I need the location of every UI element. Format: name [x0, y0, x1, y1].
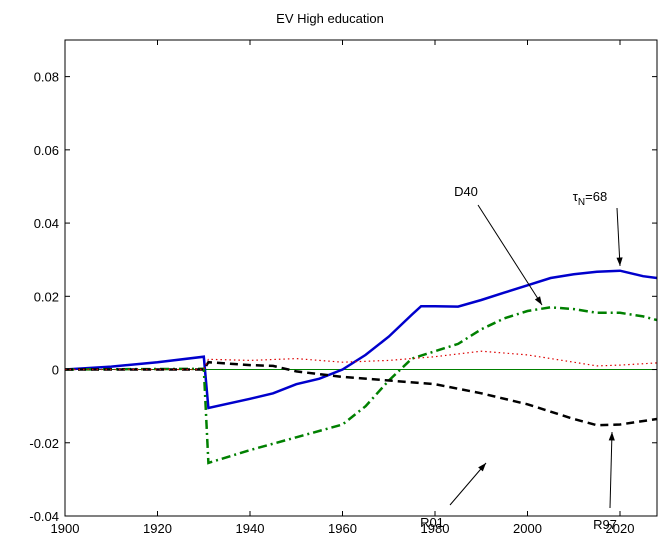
x-tick-label: 1960 [328, 521, 357, 536]
arrow-head [534, 296, 542, 305]
chart-title: EV High education [276, 11, 384, 26]
x-tick-label: 1900 [51, 521, 80, 536]
y-tick-label: 0 [52, 363, 59, 378]
series-line [65, 269, 657, 410]
y-tick-label: 0.08 [34, 70, 59, 85]
series-line [65, 350, 657, 371]
y-tick-label: -0.04 [29, 509, 59, 524]
y-tick-label: 0.06 [34, 143, 59, 158]
arrow-head [478, 463, 486, 472]
y-tick-label: 0.04 [34, 216, 59, 231]
annotation-text: D40 [454, 184, 478, 199]
y-tick-label: 0.02 [34, 289, 59, 304]
x-tick-label: 1940 [236, 521, 265, 536]
annotation-arrow [609, 431, 613, 509]
annotation: D40 [454, 184, 478, 199]
annotation-text: R97 [593, 517, 617, 532]
x-tick-label: 2020 [606, 521, 635, 536]
annotation: R01 [420, 515, 444, 530]
y-tick-label: -0.02 [29, 436, 59, 451]
series-line [65, 306, 657, 465]
x-tick-label: 1980 [421, 521, 450, 536]
annotation: τN=68 [573, 189, 607, 208]
annotation-suffix: =68 [585, 189, 607, 204]
plot-frame [64, 39, 658, 517]
annotation-arrow [477, 204, 543, 306]
annotation-arrow [449, 462, 487, 506]
annotation: R97 [593, 517, 617, 532]
annotation-arrow [616, 207, 621, 267]
annotation-text: R01 [420, 515, 444, 530]
series-line [65, 360, 657, 427]
x-tick-label: 2000 [513, 521, 542, 536]
annotation-subscript: N [578, 197, 585, 208]
arrow-head [608, 432, 615, 441]
annotation-text: τ [573, 189, 579, 204]
arrow-head [616, 257, 623, 266]
x-tick-label: 1920 [143, 521, 172, 536]
